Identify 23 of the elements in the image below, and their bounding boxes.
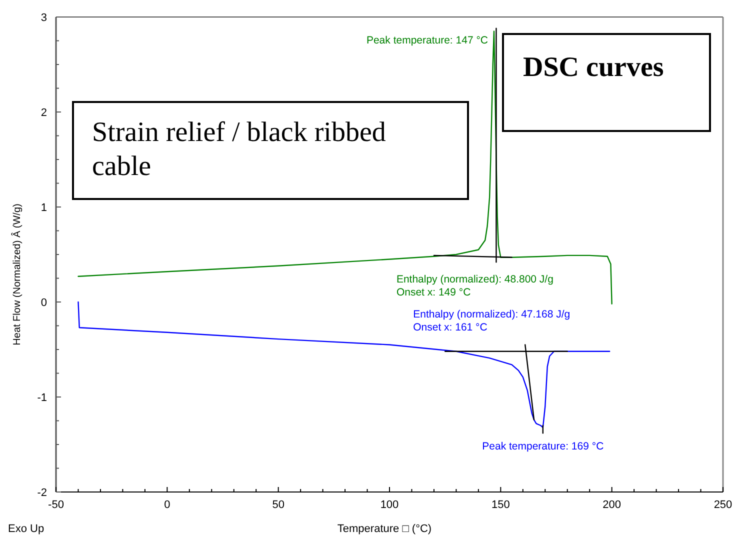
text: Exo Up: [8, 523, 44, 535]
x-tick-label: 150: [491, 499, 510, 511]
y-tick-label: 2: [40, 107, 47, 119]
y-axis-title: Heat Flow (Normalized) Â (W/g): [11, 204, 23, 346]
annotation: Enthalpy (normalized): 47.168 J/g Onset x: 161 °C: [413, 308, 570, 334]
x-tick-label: 50: [272, 499, 284, 511]
annotation: DSC curves: [523, 52, 664, 83]
y-tick-label: 0: [40, 297, 47, 309]
x-axis-title: Temperature □ (°C): [337, 523, 432, 535]
y-tick-label: 1: [40, 202, 47, 214]
x-tick-label: 100: [380, 499, 399, 511]
y-tick-label: -2: [37, 487, 47, 499]
x-tick-label: -50: [48, 499, 64, 511]
y-tick-label: -1: [37, 392, 47, 404]
x-tick-label: 0: [164, 499, 170, 511]
line-series: [78, 301, 610, 428]
x-tick-label: 250: [714, 499, 732, 511]
annotation: Strain relief / black ribbed cable: [92, 117, 386, 182]
annotation: Peak temperature: 147 °C: [366, 34, 488, 46]
annotation: Enthalpy (normalized): 48.800 J/g Onset x: 149 °C: [396, 273, 554, 298]
x-tick-label: 200: [602, 499, 622, 511]
annotation: Peak temperature: 169 °C: [482, 440, 604, 452]
y-tick-label: 3: [40, 12, 47, 24]
